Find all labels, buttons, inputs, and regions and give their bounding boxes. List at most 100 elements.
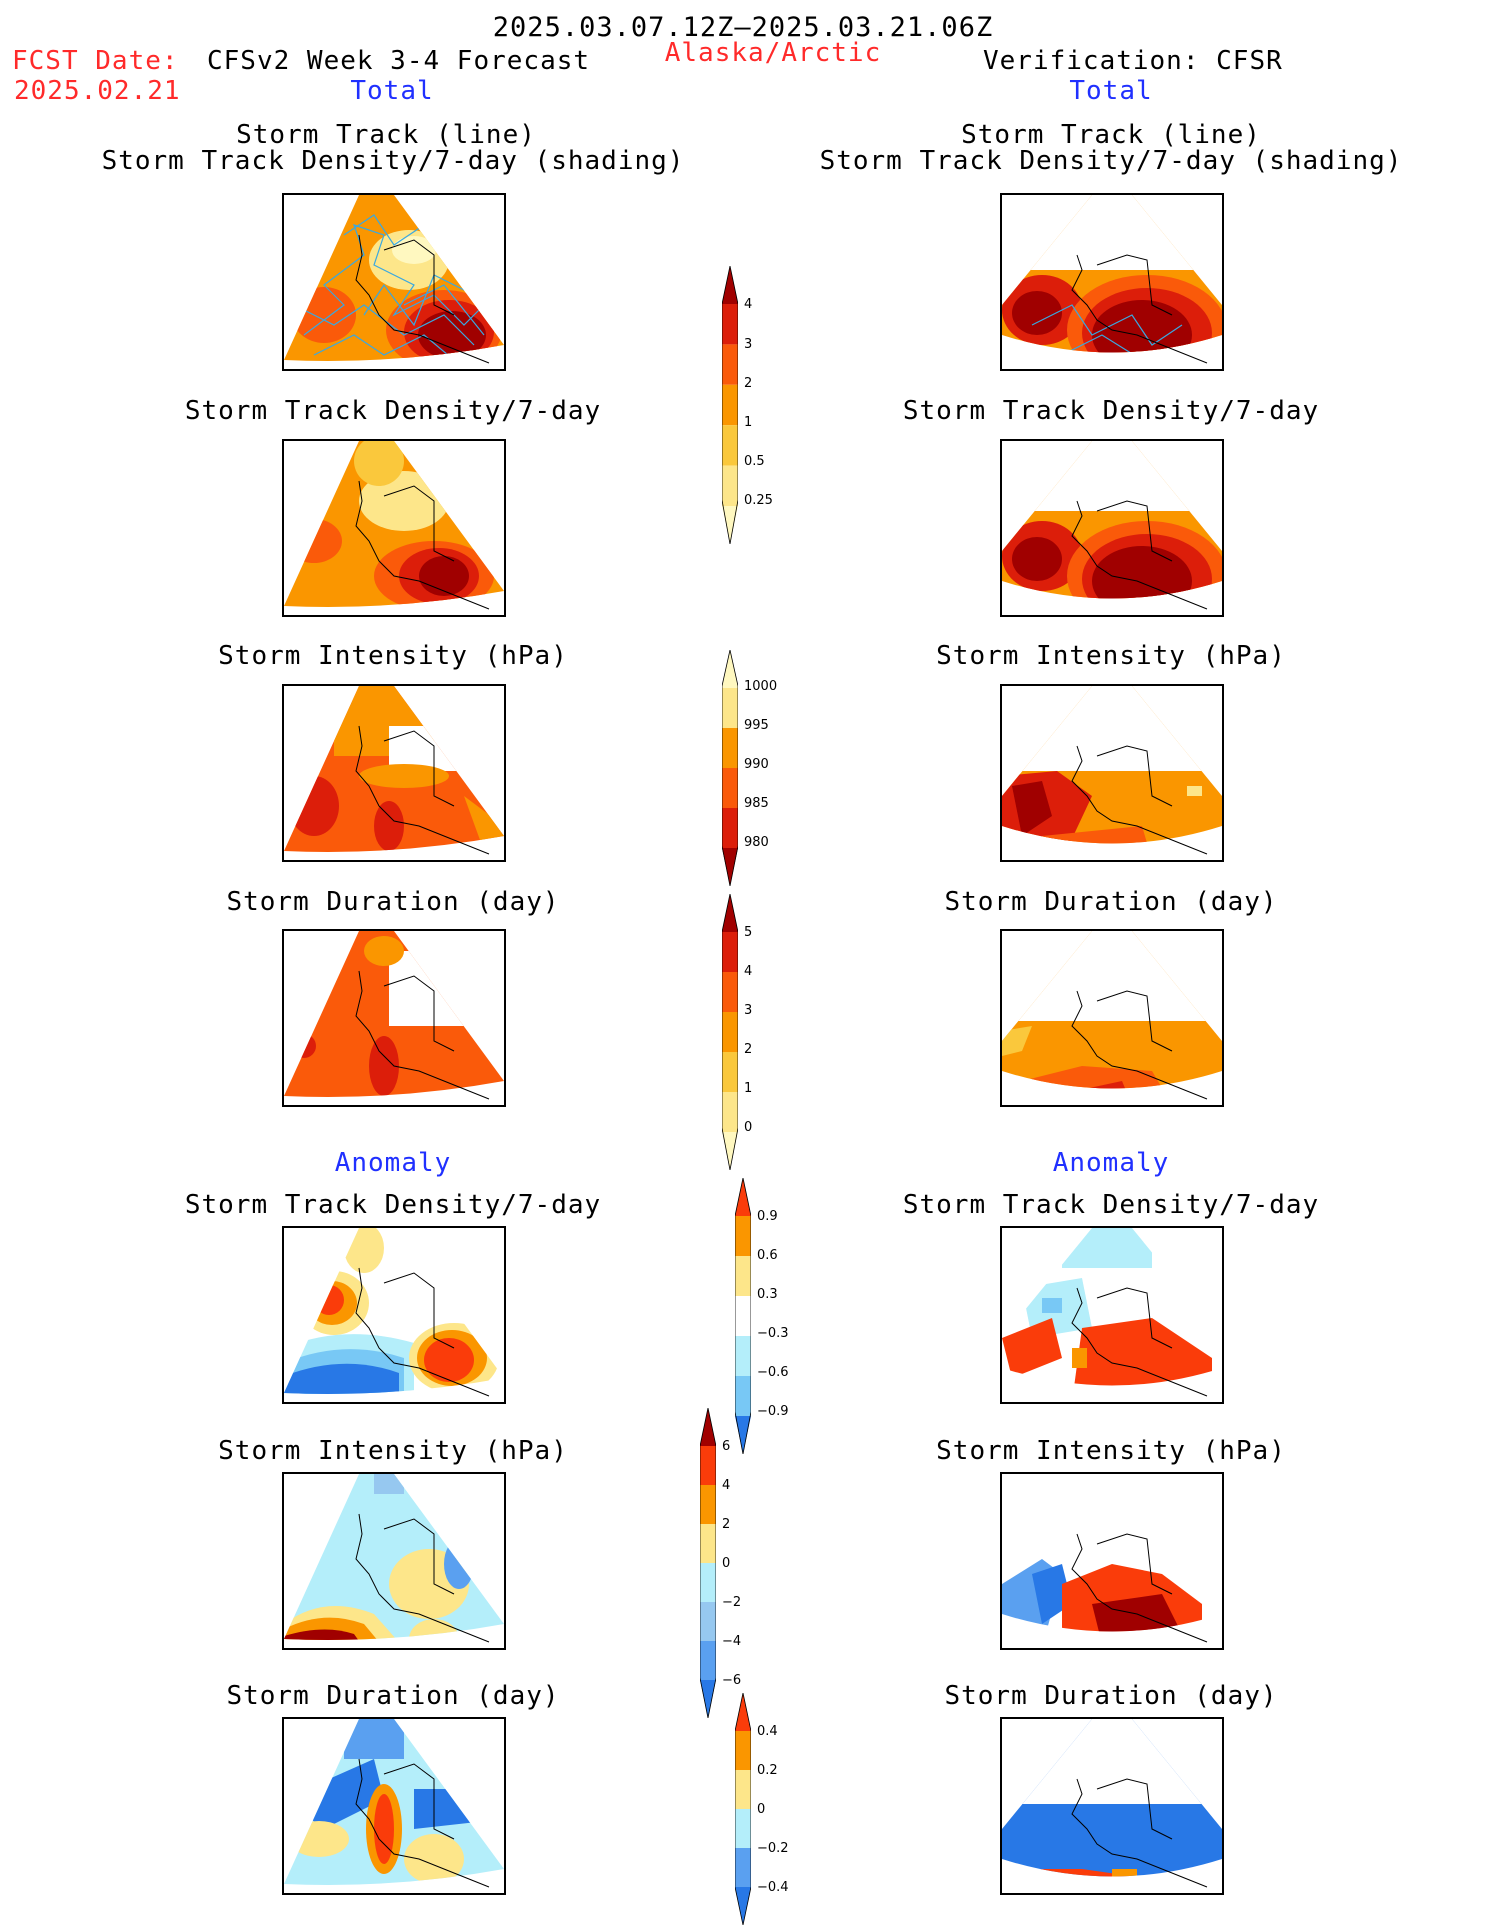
right-column-title: Verification: CFSR [983,46,1283,76]
duration-total-label-4: 2 [744,1042,753,1057]
region-title: Alaska/Arctic [664,38,882,68]
right-anom-duration-title: Storm Duration (day) [944,1681,1278,1711]
intensity-anom-segment [700,1485,716,1524]
duration-total-segment [722,1132,738,1170]
duration-total-label-1: 5 [744,925,753,940]
right-anom-intensity-map [1000,1472,1224,1650]
left-density-title: Storm Track Density/7-day [184,396,602,426]
intensity-anom-segment [700,1602,716,1641]
intensity-anomaly-colorbar: 6 4 2 0 −2 −4 −6 [700,1408,741,1718]
density-total-colorbar: 4 3 2 1 0.5 0.25 [722,266,773,544]
right-track-shading-title: Storm Track Density/7-day (shading) [819,146,1403,176]
density-total-segment [722,304,738,345]
left-anom-density-map [282,1226,506,1404]
duration-anom-segment [735,1693,751,1731]
density-anom-segment [735,1296,751,1336]
duration-total-label-2: 4 [744,964,753,979]
density-anom-segment [735,1256,751,1296]
left-track-shading-title: Storm Track Density/7-day (shading) [101,146,685,176]
density-anom-label-1: 0.9 [757,1209,778,1224]
duration-anom-segment [735,1887,751,1925]
left-total-label: Total [350,76,434,106]
left-track-density-map [282,439,506,617]
duration-total-segment [722,972,738,1012]
density-anom-label-4: −0.3 [757,1326,789,1341]
intensity-total-label-2: 995 [744,718,769,733]
density-total-segment [722,266,738,304]
duration-anom-label-1: 0.4 [757,1724,778,1739]
density-anom-segment [735,1178,751,1216]
intensity-total-segment [722,650,738,688]
density-anom-segment [735,1376,751,1416]
density-anom-label-2: 0.6 [757,1248,778,1263]
left-track-line-title: Storm Track (line) [236,120,536,150]
duration-anom-segment [735,1848,751,1887]
duration-total-segment [722,1012,738,1052]
density-total-segment [722,465,738,506]
intensity-total-segment [722,808,738,848]
density-anomaly-colorbar: 0.9 0.6 0.3 −0.3 −0.6 −0.9 [735,1178,789,1454]
duration-total-segment [722,1052,738,1092]
density-anom-label-6: −0.9 [757,1404,789,1419]
right-track-line-title: Storm Track (line) [961,120,1261,150]
left-anom-density-title: Storm Track Density/7-day [184,1190,602,1220]
right-storm-duration-map [1000,929,1224,1107]
density-anom-segment [735,1216,751,1256]
intensity-total-label-1: 1000 [744,679,778,694]
left-intensity-title: Storm Intensity (hPa) [218,641,568,671]
left-storm-duration-map [282,929,506,1107]
duration-anom-segment [735,1770,751,1809]
duration-anom-label-2: 0.2 [757,1763,778,1778]
right-storm-intensity-map [1000,684,1224,862]
duration-total-label-6: 0 [744,1120,753,1135]
intensity-anom-segment [700,1446,716,1485]
right-anomaly-label: Anomaly [1052,1148,1170,1178]
intensity-anom-label-4: 0 [722,1556,731,1571]
left-storm-track-map [282,193,506,371]
density-total-segment [722,425,738,466]
left-anom-intensity-map [282,1472,506,1650]
intensity-total-colorbar: 1000 995 990 985 980 [722,650,777,886]
right-anom-density-map [1000,1226,1224,1404]
left-anom-duration-map [282,1717,506,1895]
duration-total-segment [722,932,738,972]
density-total-segment [722,344,738,385]
density-total-label-5: 0.5 [744,454,765,469]
right-density-title: Storm Track Density/7-day [902,396,1320,426]
intensity-total-label-4: 985 [744,796,769,811]
density-total-label-6: 0.25 [744,493,773,508]
density-anom-label-3: 0.3 [757,1287,778,1302]
left-anomaly-label: Anomaly [334,1148,452,1178]
duration-anom-segment [735,1809,751,1848]
fcst-date-label: FCST Date: [12,46,179,76]
left-column-title: CFSv2 Week 3-4 Forecast [207,46,591,76]
duration-anom-label-3: 0 [757,1802,766,1817]
right-duration-title: Storm Duration (day) [944,887,1278,917]
left-anom-intensity-title: Storm Intensity (hPa) [218,1436,568,1466]
right-anom-duration-map [1000,1717,1224,1895]
right-total-label: Total [1069,76,1153,106]
left-anom-duration-title: Storm Duration (day) [226,1681,560,1711]
intensity-anom-label-6: −4 [722,1634,742,1649]
intensity-anom-segment [700,1408,716,1446]
left-storm-intensity-map [282,684,506,862]
density-anom-segment [735,1416,751,1454]
density-anom-segment [735,1336,751,1376]
intensity-anom-label-7: −6 [722,1673,742,1688]
intensity-anom-segment [700,1524,716,1563]
density-total-label-4: 1 [744,415,753,430]
right-track-density-map [1000,439,1224,617]
duration-total-segment [722,1092,738,1132]
duration-anom-label-4: −0.2 [757,1841,789,1856]
density-total-label-2: 3 [744,337,753,352]
intensity-total-segment [722,848,738,886]
right-anom-intensity-title: Storm Intensity (hPa) [936,1436,1286,1466]
duration-total-label-5: 1 [744,1081,753,1096]
duration-anom-label-5: −0.4 [757,1880,789,1895]
density-total-label-1: 4 [744,297,753,312]
density-total-segment [722,506,738,544]
density-total-label-3: 2 [744,376,753,391]
intensity-anom-label-2: 4 [722,1478,731,1493]
density-anom-label-5: −0.6 [757,1365,789,1380]
